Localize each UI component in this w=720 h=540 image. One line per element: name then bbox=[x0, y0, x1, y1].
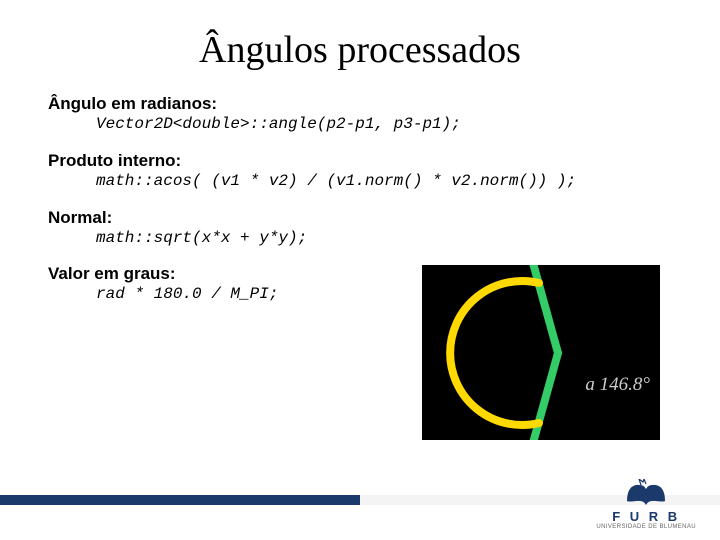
footer-band-left bbox=[0, 495, 360, 505]
section-code: math::sqrt(x*x + y*y); bbox=[96, 228, 672, 249]
section-code: Vector2D<double>::angle(p2-p1, p3-p1); bbox=[96, 114, 672, 135]
logo-subtitle: UNIVERSIDADE DE BLUMENAU bbox=[596, 524, 696, 530]
section-normal: Normal: math::sqrt(x*x + y*y); bbox=[48, 208, 672, 249]
angle-label-prefix: a bbox=[585, 374, 599, 395]
logo-name: F U R B bbox=[612, 509, 680, 524]
page-title: Ângulos processados bbox=[48, 28, 672, 72]
section-head: Produto interno: bbox=[48, 151, 672, 171]
section-head: Normal: bbox=[48, 208, 672, 228]
section-radianos: Ângulo em radianos: Vector2D<double>::an… bbox=[48, 94, 672, 135]
slide: Ângulos processados Ângulo em radianos: … bbox=[0, 0, 720, 540]
logo: F U R B UNIVERSIDADE DE BLUMENAU bbox=[596, 479, 696, 530]
book-icon bbox=[625, 479, 667, 507]
section-code: math::acos( (v1 * v2) / (v1.norm() * v2.… bbox=[96, 171, 672, 192]
section-head: Ângulo em radianos: bbox=[48, 94, 672, 114]
angle-figure: a 146.8° bbox=[422, 265, 660, 440]
section-produto: Produto interno: math::acos( (v1 * v2) /… bbox=[48, 151, 672, 192]
angle-svg bbox=[422, 265, 660, 440]
angle-label: a 146.8° bbox=[585, 374, 650, 396]
angle-label-value: 146.8° bbox=[600, 374, 650, 395]
